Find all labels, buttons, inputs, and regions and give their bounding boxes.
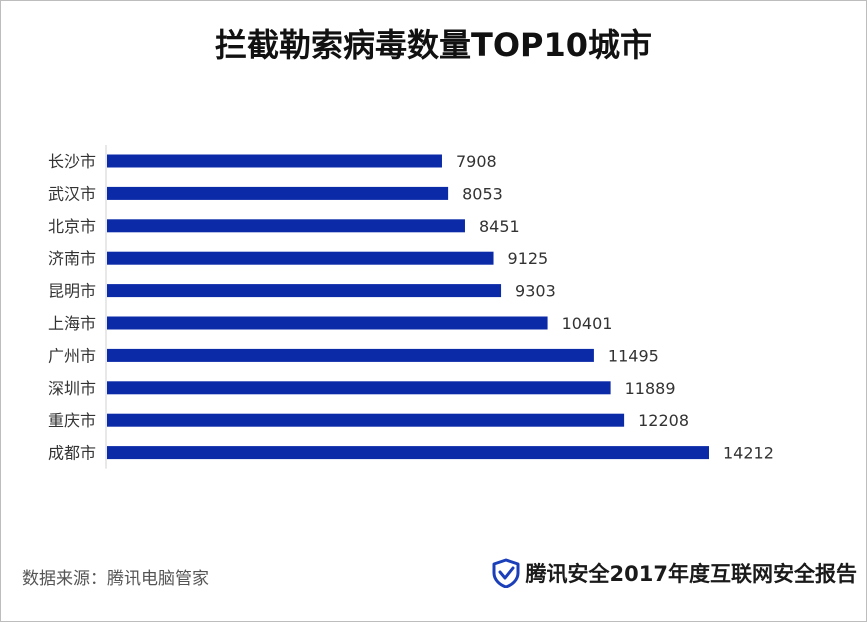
bar [107, 284, 502, 298]
data-label: 9303 [515, 282, 556, 301]
brand-footer: 腾讯安全2017年度互联网安全报告 [492, 558, 857, 588]
bar [107, 348, 594, 362]
category-label: 重庆市 [48, 411, 96, 430]
category-label: 上海市 [48, 314, 96, 333]
data-label: 10401 [562, 314, 613, 333]
category-label: 北京市 [48, 217, 96, 236]
bar [107, 381, 611, 395]
data-label: 11495 [608, 346, 659, 365]
category-label: 成都市 [48, 444, 96, 463]
category-label: 昆明市 [48, 282, 96, 301]
data-label: 9125 [508, 249, 549, 268]
brand-report-title: 腾讯安全2017年度互联网安全报告 [525, 562, 857, 586]
shield-check-icon [492, 558, 520, 588]
bar [107, 251, 494, 265]
data-label: 8053 [462, 184, 503, 203]
category-label: 深圳市 [48, 379, 96, 398]
data-label: 7908 [456, 152, 497, 171]
data-label: 8451 [479, 217, 520, 236]
category-label: 济南市 [48, 249, 96, 268]
chart-title: 拦截勒索病毒数量TOP10城市 [214, 26, 653, 64]
category-label: 武汉市 [48, 184, 96, 203]
data-label: 14212 [723, 444, 774, 463]
category-label: 长沙市 [48, 152, 96, 171]
bar [107, 219, 465, 233]
data-label: 12208 [638, 411, 689, 430]
bar [107, 316, 548, 330]
bar [107, 413, 625, 427]
category-label: 广州市 [48, 346, 96, 365]
data-source-note: 数据来源：腾讯电脑管家 [22, 569, 209, 589]
bar [107, 154, 442, 168]
data-label: 11889 [625, 379, 676, 398]
bar [107, 446, 709, 460]
bar [107, 186, 449, 200]
